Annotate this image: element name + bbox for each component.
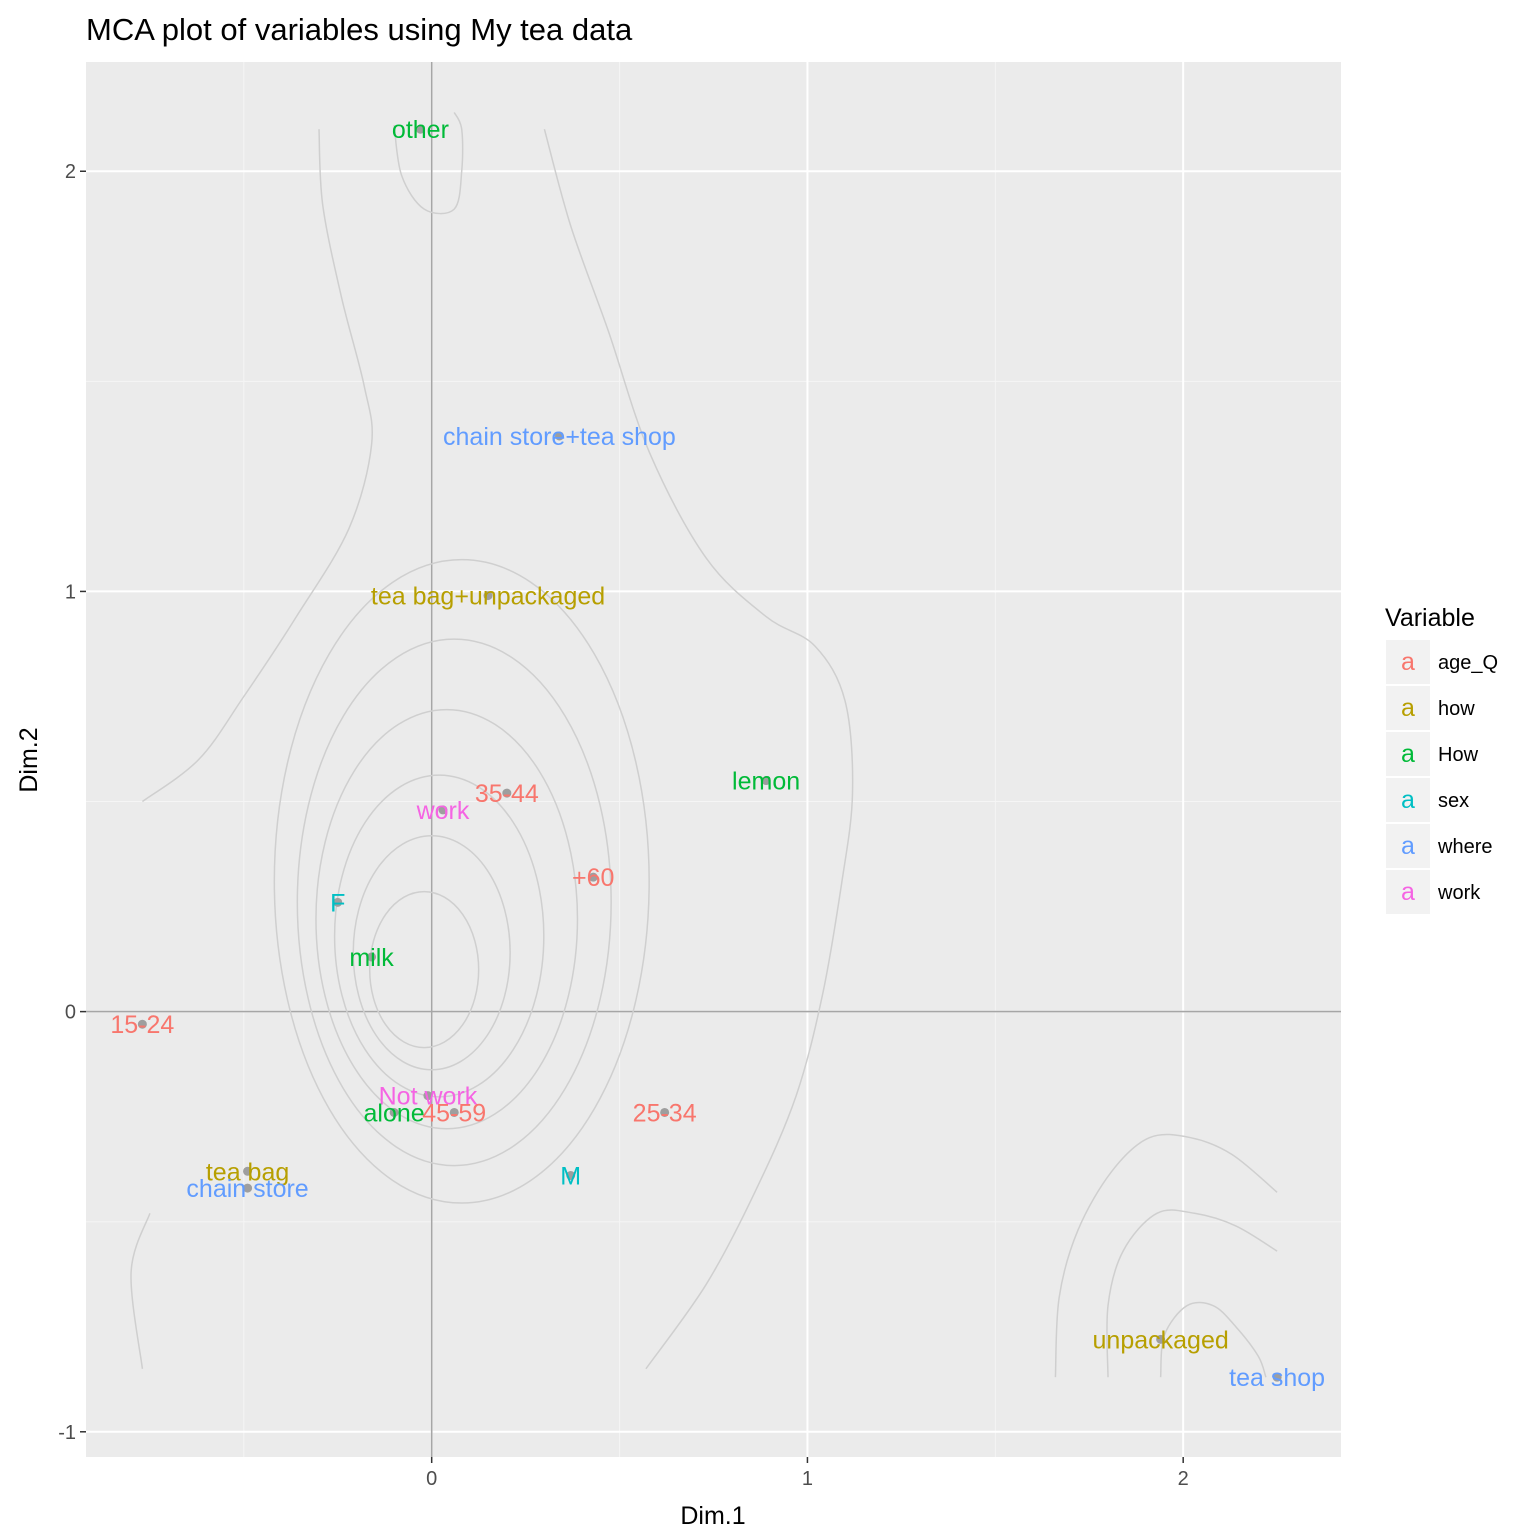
density-contour-ring: [333, 774, 545, 1098]
density-contour: [1106, 1209, 1278, 1378]
legend-label: work: [1437, 882, 1481, 904]
legend-label: how: [1438, 698, 1475, 720]
point-label: tea bag: [206, 1158, 289, 1186]
point-label: work: [416, 797, 470, 825]
density-contour: [141, 129, 373, 803]
point-label: milk: [349, 944, 394, 972]
legend-key-glyph: a: [1401, 648, 1415, 676]
point-label: alone: [364, 1099, 425, 1127]
x-tick-label: 2: [1178, 1468, 1189, 1490]
point-marker: [415, 124, 425, 134]
legend-key-glyph: a: [1401, 740, 1415, 768]
point-marker: [554, 431, 564, 441]
legend-key-glyph: a: [1401, 786, 1415, 814]
point-marker: [566, 1170, 576, 1180]
legend-label: age_Q: [1438, 652, 1498, 674]
point-label: 45-59: [422, 1099, 486, 1127]
density-contour-ring: [273, 558, 650, 1204]
density-contour: [1159, 1301, 1267, 1378]
x-axis-title: Dim.1: [680, 1502, 745, 1530]
point-marker: [761, 776, 771, 786]
legend-key-glyph: a: [1401, 832, 1415, 860]
point-label: 15-24: [110, 1011, 174, 1039]
chart-title: MCA plot of variables using My tea data: [86, 12, 633, 47]
point-label: chain store: [186, 1175, 308, 1203]
point-label: chain store+tea shop: [443, 423, 676, 451]
legend-key: [1386, 778, 1430, 822]
legend-key: [1386, 870, 1430, 914]
point-marker: [502, 788, 512, 798]
plot-panel: [86, 62, 1341, 1457]
point-label: M: [560, 1162, 581, 1190]
density-contours: [130, 112, 1278, 1378]
density-contour-ring: [296, 638, 612, 1167]
point-label: 25-34: [633, 1099, 697, 1127]
point-label: other: [392, 116, 449, 144]
point-marker: [438, 805, 448, 815]
legend-label: How: [1438, 744, 1479, 766]
minor-gridlines: [86, 62, 1341, 1457]
x-tick-label: 1: [802, 1468, 813, 1490]
legend-key: [1386, 732, 1430, 776]
legend-key-glyph: a: [1401, 694, 1415, 722]
density-contour-ring: [315, 708, 579, 1130]
legend-title: Variable: [1385, 604, 1475, 632]
density-contour: [393, 112, 464, 215]
point-markers: [137, 124, 1282, 1382]
point-label: 35-44: [475, 780, 539, 808]
legend-label: sex: [1438, 790, 1469, 812]
point-marker: [389, 1107, 399, 1117]
density-contour: [130, 1213, 151, 1369]
point-label: tea shop: [1229, 1364, 1325, 1392]
density-contour: [1054, 1133, 1278, 1378]
point-marker: [243, 1166, 253, 1176]
legend-key: [1386, 686, 1430, 730]
density-contour-ring: [368, 890, 480, 1049]
density-contour-ring: [352, 835, 511, 1071]
legend-key-glyph: a: [1401, 878, 1415, 906]
y-tick-label: 2: [65, 161, 76, 183]
x-axis-ticks: 0 1 2: [426, 1457, 1189, 1490]
point-label: Not work: [379, 1083, 478, 1111]
reference-lines: [86, 62, 1341, 1457]
point-marker: [367, 952, 377, 962]
y-tick-label: 1: [65, 581, 76, 603]
point-marker: [243, 1183, 253, 1193]
point-marker: [423, 1091, 433, 1101]
point-marker: [137, 1019, 147, 1029]
point-label: lemon: [732, 768, 800, 796]
y-tick-label: -1: [58, 1422, 76, 1444]
y-axis-title: Dim.2: [15, 727, 43, 792]
legend-key: [1386, 824, 1430, 868]
legend-label: where: [1437, 836, 1492, 858]
legend-key: [1386, 640, 1430, 684]
point-marker: [333, 897, 343, 907]
point-marker: [660, 1107, 670, 1117]
point-marker: [1272, 1372, 1282, 1382]
x-tick-label: 0: [426, 1468, 437, 1490]
point-label: tea bag+unpackaged: [371, 583, 605, 611]
y-axis-ticks: -1 0 1 2: [58, 161, 86, 1444]
point-label: F: [330, 889, 345, 917]
point-marker: [483, 591, 493, 601]
point-labels: other chain store+tea shop tea bag+unpacka…: [110, 116, 1325, 1392]
point-label: unpackaged: [1093, 1326, 1229, 1354]
point-marker: [588, 872, 598, 882]
point-marker: [1156, 1334, 1166, 1344]
point-label: +60: [572, 864, 614, 892]
point-marker: [449, 1107, 459, 1117]
density-contour: [543, 129, 854, 1370]
y-tick-label: 0: [65, 1002, 76, 1024]
